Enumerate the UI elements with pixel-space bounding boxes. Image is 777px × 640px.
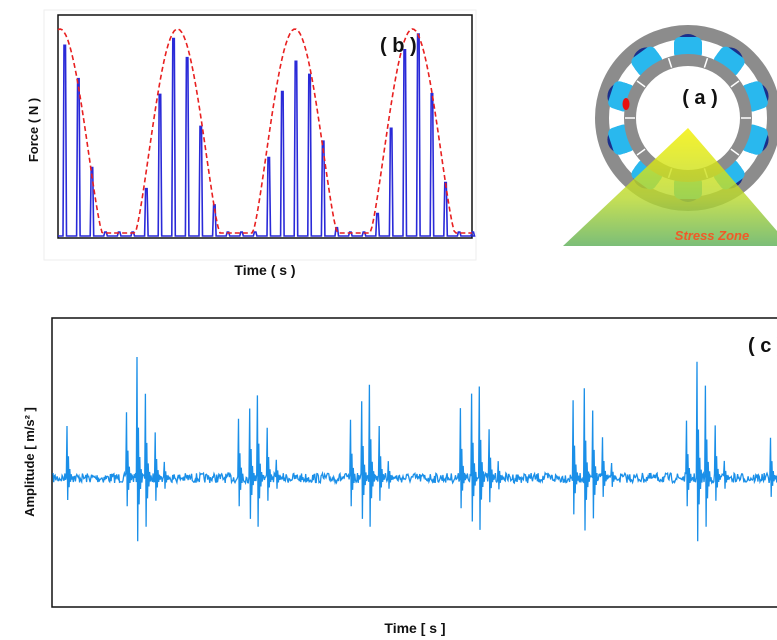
- force-signal: [57, 28, 476, 237]
- ring-tick: [703, 57, 709, 68]
- ring-tick: [730, 80, 740, 88]
- defect: [622, 98, 630, 110]
- zone-label: Stress Zone: [675, 228, 749, 243]
- pulse-train: [58, 33, 476, 237]
- ring-tick: [636, 148, 646, 156]
- panel-label: ( c ): [748, 335, 777, 357]
- ball: [674, 37, 702, 59]
- ring-tick: [667, 57, 673, 68]
- y-axis-label: Amplitude [ m/s² ]: [22, 407, 37, 517]
- stress-zone: [563, 128, 777, 246]
- x-axis-label: Time ( s ): [234, 262, 295, 278]
- panel-c-plot: [51, 317, 777, 608]
- bearing-diagram: [563, 25, 777, 246]
- panel-label: ( a ): [682, 87, 718, 109]
- panel-label: ( b ): [380, 35, 417, 57]
- envelope: [57, 28, 472, 234]
- vibration-signal: [52, 356, 777, 542]
- x-axis-label: Time [ s ]: [384, 620, 445, 636]
- ring-tick: [730, 148, 740, 156]
- ring-tick: [636, 80, 646, 88]
- y-axis-label: Force ( N ): [26, 98, 41, 162]
